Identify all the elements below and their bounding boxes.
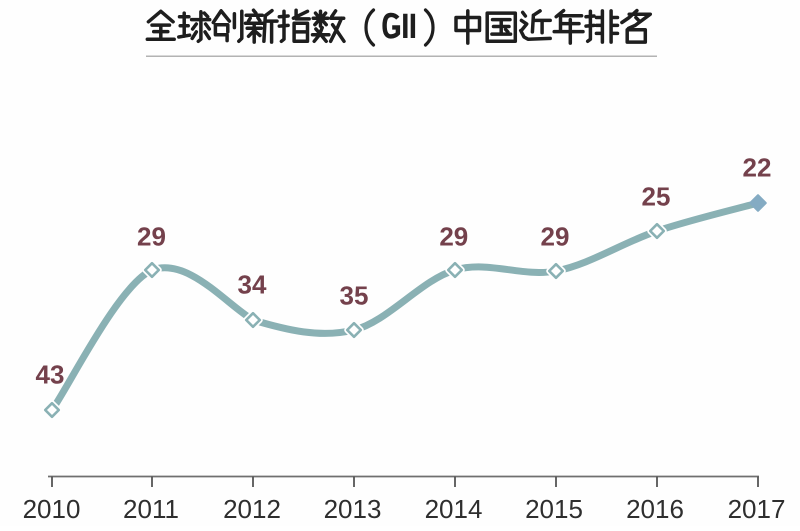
svg-text:2013: 2013 [324, 494, 382, 524]
svg-text:29: 29 [137, 222, 166, 252]
svg-text:34: 34 [238, 270, 267, 300]
svg-text:35: 35 [340, 281, 369, 311]
svg-text:22: 22 [743, 153, 772, 183]
svg-text:2011: 2011 [123, 494, 179, 524]
svg-text:2016: 2016 [626, 494, 684, 524]
svg-text:25: 25 [642, 182, 671, 212]
svg-text:29: 29 [439, 222, 468, 252]
svg-text:2017: 2017 [728, 494, 786, 524]
svg-text:43: 43 [36, 360, 65, 390]
svg-text:29: 29 [541, 222, 570, 252]
svg-text:2014: 2014 [425, 494, 483, 524]
svg-text:2012: 2012 [223, 494, 281, 524]
svg-text:2010: 2010 [23, 494, 81, 524]
svg-text:2015: 2015 [525, 494, 583, 524]
